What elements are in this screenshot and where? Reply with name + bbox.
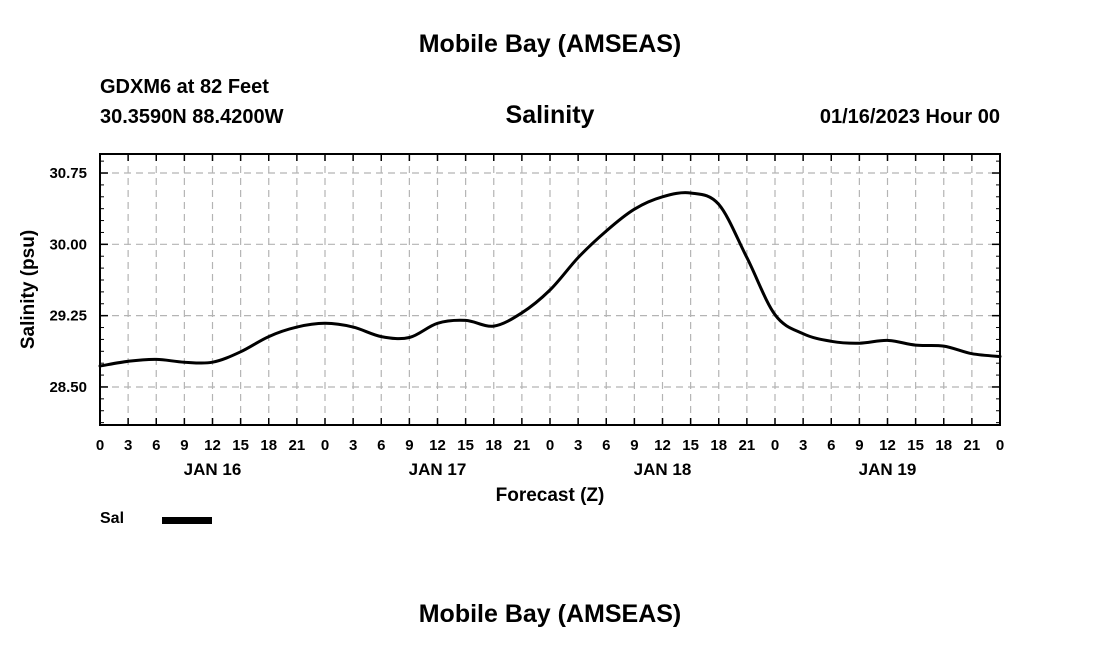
coordinates-label: 30.3590N 88.4200W xyxy=(100,106,284,128)
x-tick-label: 21 xyxy=(739,437,756,454)
x-tick-label: 12 xyxy=(204,437,221,454)
x-tick-label: 21 xyxy=(289,437,306,454)
chart-title: Salinity xyxy=(505,101,595,129)
axis-ticks xyxy=(99,154,1001,425)
x-tick-label: 3 xyxy=(349,437,357,454)
x-tick-label: 15 xyxy=(232,437,249,454)
x-tick-label: 9 xyxy=(630,437,638,454)
x-tick-label: 3 xyxy=(124,437,132,454)
x-tick-label: 9 xyxy=(180,437,188,454)
x-tick-label: 18 xyxy=(260,437,277,454)
x-tick-label: 21 xyxy=(514,437,531,454)
x-tick-label: 0 xyxy=(996,437,1004,454)
date-label: JAN 19 xyxy=(859,460,917,479)
series-line-sal xyxy=(98,191,1002,368)
x-tick-label: 0 xyxy=(96,437,104,454)
x-tick-label: 12 xyxy=(879,437,896,454)
x-tick-label: 18 xyxy=(710,437,727,454)
x-tick-label: 6 xyxy=(602,437,610,454)
x-tick-label: 18 xyxy=(485,437,502,454)
x-tick-label: 0 xyxy=(321,437,329,454)
x-tick-label: 3 xyxy=(799,437,807,454)
x-tick-label: 15 xyxy=(682,437,699,454)
x-tick-label: 15 xyxy=(907,437,924,454)
y-tick-label: 28.50 xyxy=(49,379,87,396)
x-tick-label: 3 xyxy=(574,437,582,454)
y-tick-label: 30.75 xyxy=(49,165,87,182)
x-tick-label: 18 xyxy=(935,437,952,454)
x-tick-label: 12 xyxy=(429,437,446,454)
x-tick-label: 15 xyxy=(457,437,474,454)
x-tick-label: 0 xyxy=(546,437,554,454)
y-tick-label: 30.00 xyxy=(49,236,87,253)
x-tick-label: 12 xyxy=(654,437,671,454)
x-tick-label: 0 xyxy=(771,437,779,454)
date-label: JAN 16 xyxy=(184,460,242,479)
legend-swatch xyxy=(162,517,212,524)
plot-frame xyxy=(99,153,1001,426)
y-tick-label: 29.25 xyxy=(49,308,87,325)
x-tick-label: 6 xyxy=(377,437,385,454)
date-label: JAN 17 xyxy=(409,460,467,479)
bottom-title: Mobile Bay (AMSEAS) xyxy=(418,600,682,628)
x-tick-label: 6 xyxy=(152,437,160,454)
legend-label: Sal xyxy=(100,510,125,527)
main-title: Mobile Bay (AMSEAS) xyxy=(418,30,682,58)
x-tick-label: 21 xyxy=(964,437,981,454)
datetime-label: 01/16/2023 Hour 00 xyxy=(819,106,1000,128)
salinity-chart: 0 3 6 9 12 15 18 21 0 3 6 9 12 15 18 21 0 3 6 9 12 15 18 21 0 3 6 9… xyxy=(18,153,1004,506)
date-label: JAN 18 xyxy=(634,460,692,479)
station-label: GDXM6 at 82 Feet xyxy=(100,76,269,98)
grid xyxy=(100,154,1000,425)
x-tick-label: 9 xyxy=(855,437,863,454)
x-axis-label: Forecast (Z) xyxy=(496,485,605,506)
axis-labels: 0 3 6 9 12 15 18 21 0 3 6 9 12 15 18 21 0 3 6 9 12 15 18 21 0 3 6 9… xyxy=(18,165,1004,506)
y-axis-label: Salinity (psu) xyxy=(18,230,39,349)
x-tick-label: 6 xyxy=(827,437,835,454)
x-tick-label: 9 xyxy=(405,437,413,454)
